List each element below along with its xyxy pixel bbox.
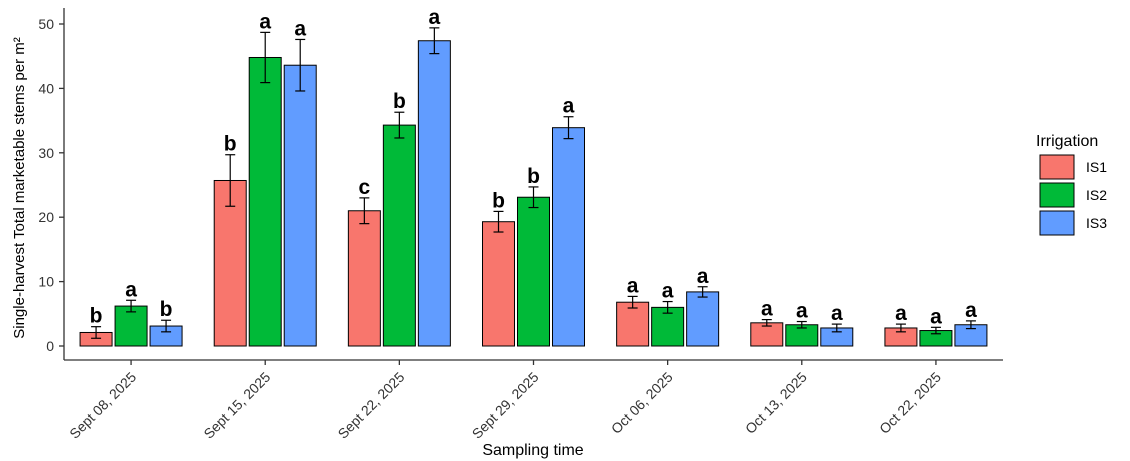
significance-letter: a — [627, 274, 639, 297]
y-tick-label: 0 — [46, 338, 54, 354]
bar-is1 — [482, 221, 515, 347]
bar-is1 — [213, 179, 247, 347]
significance-letter: a — [965, 299, 977, 322]
y-axis-title: Single-harvest Total marketable stems pe… — [11, 37, 28, 339]
significance-letter: b — [393, 90, 406, 113]
legend-label-is3: IS3 — [1086, 215, 1107, 231]
significance-letter: b — [492, 189, 505, 212]
bar-is2 — [517, 196, 550, 347]
significance-letter: a — [259, 10, 271, 33]
x-axis-title: Sampling time — [482, 442, 583, 459]
significance-letter: a — [294, 17, 306, 40]
y-tick-label: 10 — [38, 274, 54, 290]
significance-letter: a — [662, 280, 674, 303]
significance-letter: a — [895, 302, 907, 325]
significance-letter: a — [831, 302, 843, 325]
bar-is3 — [417, 40, 451, 347]
significance-letter: c — [359, 176, 371, 199]
x-tick-label: Oct 06, 2025 — [608, 369, 676, 437]
x-tick-label: Sept 15, 2025 — [200, 369, 273, 442]
legend: Irrigation IS1 IS2 IS3 — [1036, 133, 1107, 236]
y-tick-label: 40 — [38, 80, 54, 96]
x-tick-label: Oct 22, 2025 — [876, 369, 944, 437]
significance-letter: b — [90, 305, 103, 328]
x-tick-label: Sept 22, 2025 — [335, 369, 408, 442]
significance-letter: a — [697, 265, 709, 288]
bar-is2 — [382, 124, 416, 347]
bar-is1 — [616, 301, 650, 347]
legend-swatch-is3 — [1039, 210, 1075, 236]
significance-letter: a — [563, 95, 575, 118]
bar-is3 — [552, 127, 585, 347]
x-tick-label: Sept 08, 2025 — [66, 369, 139, 442]
y-axis-ticks: 0 10 20 30 40 50 — [38, 16, 64, 354]
x-tick-label: Oct 13, 2025 — [742, 369, 810, 437]
x-axis-ticks: Sept 08, 2025 Sept 15, 2025 Sept 22, 2025 S… — [66, 360, 944, 442]
y-tick-label: 50 — [38, 16, 54, 32]
legend-swatch-is1 — [1039, 154, 1075, 180]
bar-is1 — [347, 210, 381, 347]
significance-letter: b — [160, 298, 173, 321]
bar-is3 — [686, 291, 720, 347]
bar-is3 — [283, 64, 317, 347]
y-tick-label: 20 — [38, 209, 54, 225]
significance-letter: a — [796, 300, 808, 323]
legend-title: Irrigation — [1036, 133, 1098, 150]
significance-letter: a — [125, 278, 137, 301]
significance-letter: a — [761, 298, 773, 321]
legend-swatch-is2 — [1039, 182, 1075, 208]
bar-is2 — [248, 56, 282, 347]
significance-letter: b — [224, 133, 237, 156]
significance-letter: b — [527, 165, 540, 188]
legend-label-is2: IS2 — [1086, 187, 1107, 203]
y-tick-label: 30 — [38, 145, 54, 161]
significance-letter: a — [930, 305, 942, 328]
significance-letter: a — [429, 6, 441, 29]
legend-label-is1: IS1 — [1086, 159, 1107, 175]
x-tick-label: Sept 29, 2025 — [469, 369, 542, 442]
